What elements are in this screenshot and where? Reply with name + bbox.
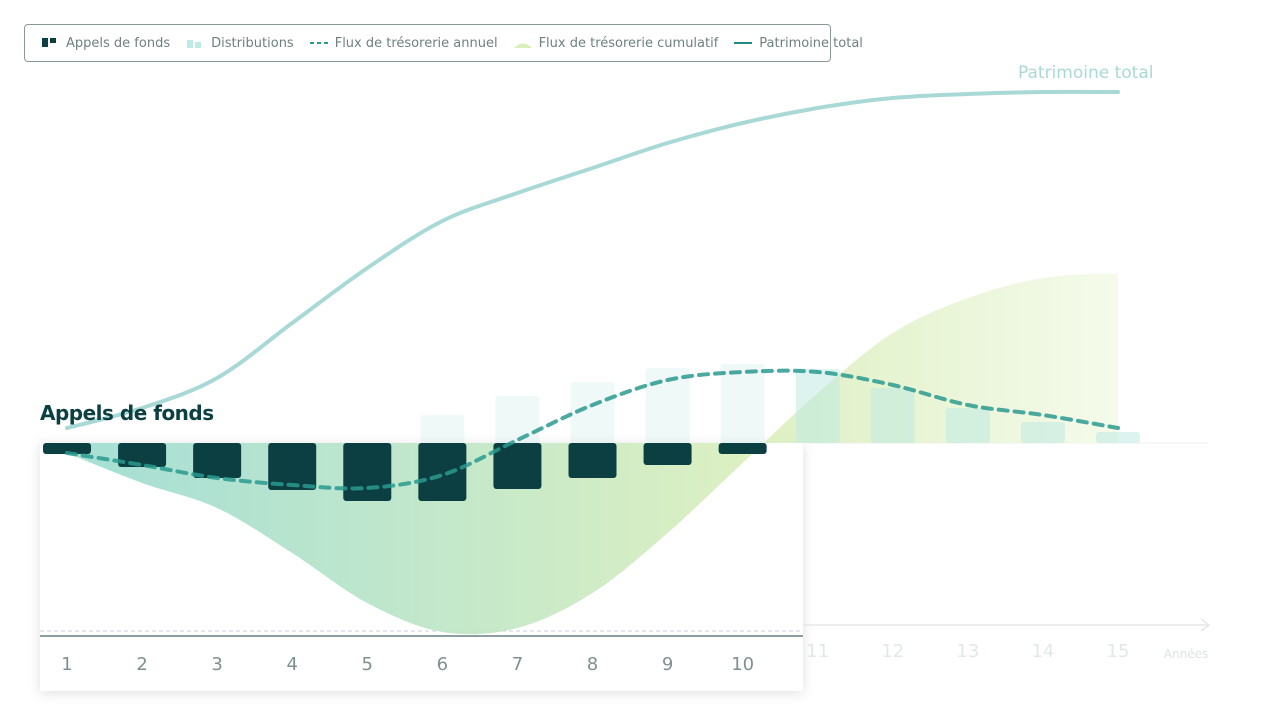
- legend-label: Patrimoine total: [759, 35, 863, 51]
- x-tick-label: 7: [512, 654, 523, 675]
- distribution-bar: [570, 382, 615, 443]
- legend-icon: [309, 42, 328, 44]
- legend-icon: [42, 38, 56, 47]
- distribution-bar: [495, 396, 540, 443]
- legend-icon: [734, 42, 753, 44]
- distribution-bar: [420, 415, 465, 443]
- distribution-bar: [645, 368, 690, 443]
- x-tick-label: 5: [362, 654, 373, 675]
- legend-label: Flux de trésorerie cumulatif: [538, 35, 719, 51]
- legend-label: Flux de trésorerie annuel: [334, 35, 498, 51]
- axis-arrow: [1200, 618, 1211, 632]
- annual-cashflow-line: [65, 368, 1120, 491]
- legend-label: Appels de fonds: [66, 35, 171, 51]
- line-label: Patrimoine total: [1018, 63, 1153, 83]
- capital-call-bar: [118, 443, 167, 467]
- legend-label: Distributions: [211, 35, 294, 51]
- legend-item: Flux de trésorerie annuel: [309, 35, 498, 51]
- total-wealth-line: [65, 89, 1120, 430]
- x-tick-label: 14: [1031, 641, 1054, 662]
- legend-icon: [513, 43, 532, 48]
- x-tick-label: 11: [806, 641, 829, 662]
- legend-icon: [187, 40, 202, 48]
- legend-item: Appels de fonds: [41, 36, 170, 51]
- legend-item: Distributions: [186, 36, 294, 51]
- x-tick-label: 12: [881, 641, 904, 662]
- capital-call-bar: [268, 443, 317, 490]
- capital-call-bar: [643, 443, 692, 465]
- distribution-bar: [870, 388, 915, 443]
- legend-item: Flux de trésorerie cumulatif: [513, 35, 719, 51]
- capital-call-bar: [43, 443, 91, 454]
- distribution-bar: [1020, 422, 1065, 443]
- legend: Appels de fonds Distributions Flux de trés…: [24, 24, 863, 62]
- distribution-bar: [720, 364, 765, 443]
- x-tick-label: 13: [956, 641, 979, 662]
- distribution-bar: [1096, 432, 1140, 443]
- capital-call-bar: [718, 443, 767, 454]
- chart-title: Appels de fonds: [40, 401, 214, 425]
- capital-call-bar: [418, 443, 467, 501]
- x-tick-label: 2: [136, 654, 147, 675]
- capital-call-bar: [343, 443, 392, 501]
- x-tick-label: 6: [437, 654, 448, 675]
- x-axis-label: Années: [1164, 647, 1208, 661]
- legend-item: Patrimoine total: [734, 36, 863, 51]
- capital-call-bar: [193, 443, 242, 478]
- distribution-bar: [945, 408, 990, 443]
- distribution-bar: [795, 369, 840, 443]
- x-tick-label: 15: [1107, 641, 1130, 662]
- x-tick-label: 1: [61, 654, 72, 675]
- x-tick-label: 10: [731, 654, 754, 675]
- x-tick-label: 3: [211, 654, 222, 675]
- x-tick-label: 4: [286, 654, 297, 675]
- x-tick-label: 9: [662, 654, 673, 675]
- capital-call-bar: [568, 443, 617, 478]
- capital-call-bar: [493, 443, 542, 489]
- x-tick-label: 8: [587, 654, 598, 675]
